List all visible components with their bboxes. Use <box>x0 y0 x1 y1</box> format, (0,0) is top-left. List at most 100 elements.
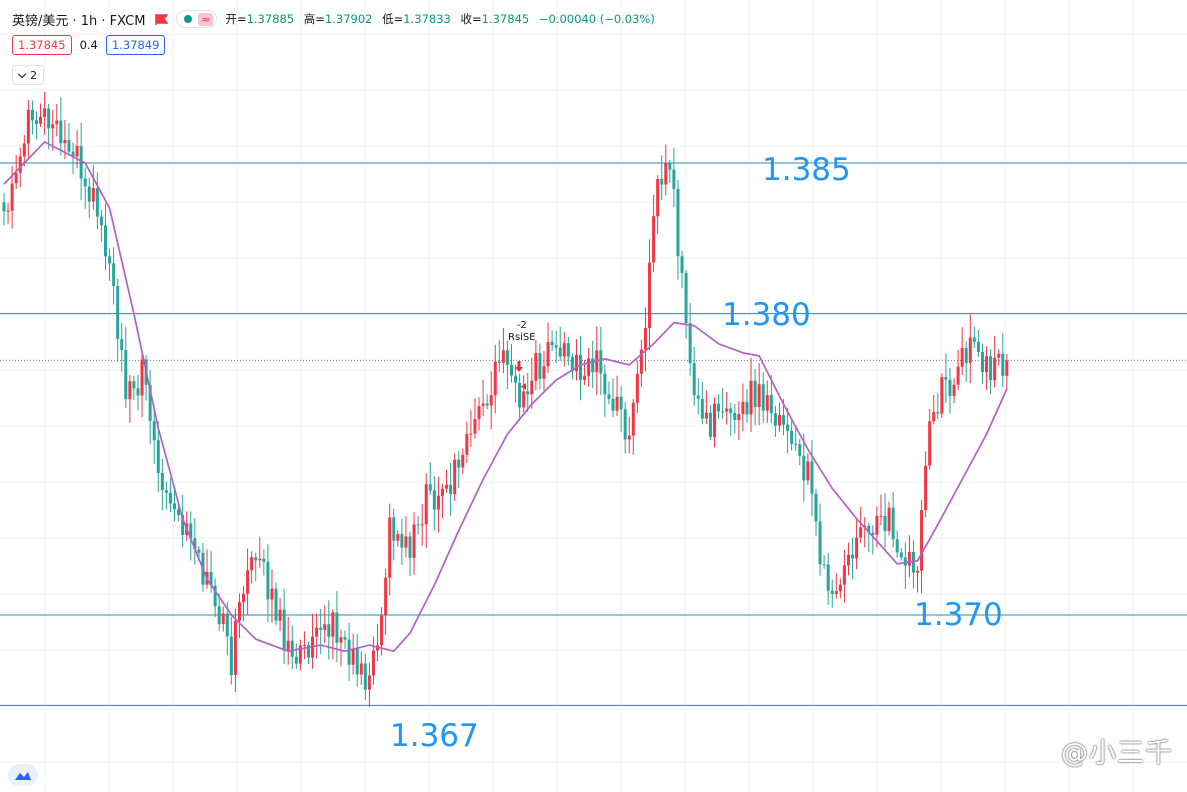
candle-body <box>518 382 522 408</box>
candle-body <box>67 139 71 152</box>
tradingview-logo-icon[interactable] <box>8 764 38 786</box>
candle-body <box>156 440 160 473</box>
candle-body <box>270 588 274 600</box>
signal-count: -2 <box>516 320 527 331</box>
candle-body <box>465 434 469 455</box>
quote-row: 1.37845 0.4 1.37849 <box>12 35 166 55</box>
candle-body <box>497 361 501 363</box>
candle-body <box>445 484 449 489</box>
candle-body <box>757 384 761 407</box>
candle-body <box>359 663 363 675</box>
candle-body <box>286 640 290 651</box>
candle-body <box>1005 360 1009 376</box>
candle-body <box>928 421 932 466</box>
indicator-count: 2 <box>30 68 37 82</box>
level-label-1367: 1.367 <box>390 718 479 754</box>
candle-body <box>457 459 461 468</box>
candle-body <box>461 454 465 468</box>
market-open-dot-icon <box>184 15 193 23</box>
candle-body <box>790 430 794 444</box>
candle-body <box>104 225 107 257</box>
signal-label: -2 RsiSE <box>508 320 536 344</box>
candle-body <box>676 188 680 257</box>
candle-body <box>294 656 298 664</box>
spread-value: 0.4 <box>79 38 98 52</box>
candle-body <box>968 337 972 364</box>
candle-body <box>250 557 254 571</box>
candle-body <box>668 163 672 170</box>
candle-body <box>225 613 229 637</box>
candle-body <box>960 348 964 367</box>
candle-body <box>558 347 562 357</box>
candle-body <box>514 375 518 383</box>
candle-body <box>603 373 607 395</box>
candle-body <box>55 120 59 125</box>
signal-left-arrow-icon <box>521 383 526 390</box>
candle-body <box>692 363 696 396</box>
cloud-icon <box>15 772 31 780</box>
candle-body <box>534 353 538 381</box>
candle-body <box>83 178 87 187</box>
candle-body <box>672 169 676 189</box>
symbol-title[interactable]: 英镑/美元 · 1h · FXCM <box>12 13 146 29</box>
candle-body <box>436 495 440 510</box>
candle-body <box>63 139 67 144</box>
candle-body <box>221 613 225 625</box>
indicator-toggle-button[interactable]: 2 <box>12 65 44 85</box>
signal-name: RsiSE <box>508 332 536 343</box>
candle-body <box>229 636 233 676</box>
sell-price-button[interactable]: 1.37845 <box>12 35 72 55</box>
candle-body <box>749 380 753 415</box>
candle-body <box>384 577 388 616</box>
candle-body <box>648 262 652 329</box>
level-label-1370: 1.370 <box>914 597 1003 633</box>
candle-body <box>859 527 863 538</box>
candle-body <box>43 108 47 117</box>
candle-body <box>371 650 375 676</box>
candle-body <box>152 420 156 441</box>
candle-body <box>579 354 583 380</box>
candle-body <box>855 537 859 559</box>
candle-body <box>51 124 55 129</box>
author-watermark: @小三千 <box>1061 738 1173 769</box>
candle-body <box>997 353 1001 358</box>
candle-body <box>846 554 850 566</box>
candle-body <box>71 151 75 157</box>
candle-body <box>607 394 611 399</box>
candle-body <box>493 361 497 396</box>
candle-body <box>262 558 266 562</box>
high-value: 1.37902 <box>324 12 373 26</box>
candle-body <box>132 381 136 389</box>
candle-body <box>838 584 842 592</box>
candle-body <box>112 263 116 287</box>
candle-body <box>124 350 128 400</box>
candle-body <box>944 377 948 380</box>
buy-price-button[interactable]: 1.37849 <box>105 35 166 55</box>
candle-body <box>587 358 591 376</box>
candle-body <box>140 359 144 396</box>
candle-body <box>887 507 891 532</box>
low-value: 1.37833 <box>403 12 451 26</box>
candle-body <box>530 380 534 395</box>
candle-body <box>392 517 396 541</box>
candle-body <box>562 343 566 357</box>
candle-body <box>363 663 367 690</box>
candle-body <box>522 391 526 408</box>
candle-body <box>39 116 43 124</box>
candle-body <box>798 444 802 456</box>
candle-body <box>721 411 725 413</box>
candle-body <box>761 384 765 411</box>
candle-body <box>91 188 95 202</box>
candle-body <box>964 348 968 364</box>
symbol-header: 英镑/美元 · 1h · FXCM ≈ 开=1.37885 高=1.37902 … <box>12 10 655 29</box>
candle-body <box>574 354 578 372</box>
candle-body <box>408 536 412 558</box>
candle-body <box>911 551 915 573</box>
candle-body <box>440 488 444 496</box>
candle-body <box>822 564 826 566</box>
candle-body <box>278 609 282 621</box>
candle-body <box>907 551 911 566</box>
market-status-pill[interactable]: ≈ <box>176 10 218 28</box>
